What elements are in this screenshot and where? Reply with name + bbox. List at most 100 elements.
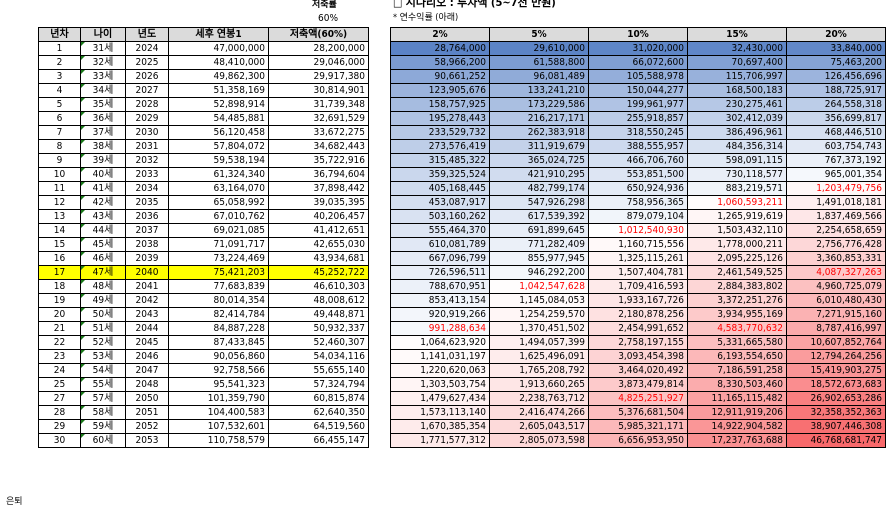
projection-row: 123,905,676 133,241,210 150,044,277 168,500… [390, 83, 886, 98]
projection-cell-1: 2,605,043,517 [489, 419, 589, 434]
left-cell-4: 62,640,350 [268, 405, 369, 420]
projection-cell-1: 1,254,259,570 [489, 307, 589, 322]
left-cell-2: 2044 [125, 321, 169, 336]
projection-cell-3: 598,091,115 [687, 153, 787, 168]
left-table-row: 24 54세 2047 92,758,566 55,655,140 [38, 363, 369, 378]
projection-cell-2: 553,851,500 [588, 167, 688, 182]
left-cell-3: 61,324,340 [168, 167, 269, 182]
left-cell-4: 33,672,275 [268, 125, 369, 140]
left-cell-4: 55,655,140 [268, 363, 369, 378]
left-cell-2: 2031 [125, 139, 169, 154]
projection-cell-2: 1,507,404,781 [588, 265, 688, 280]
left-table-row: 16 46세 2039 73,224,469 43,934,681 [38, 251, 369, 266]
left-cell-3: 75,421,203 [168, 265, 269, 280]
left-cell-0: 16 [38, 251, 81, 266]
left-cell-0: 1 [38, 41, 81, 56]
projection-cell-4: 4,087,327,263 [786, 265, 886, 280]
left-cell-1: 38세 [80, 139, 126, 154]
projection-cell-4: 18,572,673,683 [786, 377, 886, 392]
left-cell-1: 59세 [80, 419, 126, 434]
projection-cell-1: 365,024,725 [489, 153, 589, 168]
projection-row: 667,096,799 855,977,945 1,325,115,261 2,095… [390, 251, 886, 266]
rate-col-header-4: 20% [786, 27, 886, 42]
left-cell-3: 52,898,914 [168, 97, 269, 112]
projection-cell-3: 730,118,577 [687, 167, 787, 182]
projection-cell-2: 1,709,416,593 [588, 279, 688, 294]
left-cell-0: 21 [38, 321, 81, 336]
projection-cell-2: 31,020,000 [588, 41, 688, 56]
projection-cell-1: 771,282,409 [489, 237, 589, 252]
projection-cell-3: 5,331,665,580 [687, 335, 787, 350]
left-cell-2: 2036 [125, 209, 169, 224]
projection-cell-0: 123,905,676 [390, 83, 490, 98]
left-cell-4: 66,455,147 [268, 433, 369, 448]
left-table-row: 10 40세 2033 61,324,340 36,794,604 [38, 167, 369, 182]
left-cell-1: 48세 [80, 279, 126, 294]
projection-cell-4: 356,699,817 [786, 111, 886, 126]
left-cell-2: 2039 [125, 251, 169, 266]
projection-cell-1: 173,229,586 [489, 97, 589, 112]
right-header-row: 2% 5% 10% 15% 20% [390, 27, 886, 42]
left-cell-0: 7 [38, 125, 81, 140]
projection-cell-0: 503,160,262 [390, 209, 490, 224]
left-cell-2: 2034 [125, 181, 169, 196]
projection-cell-2: 5,376,681,504 [588, 405, 688, 420]
projection-row: 1,064,623,920 1,494,057,399 2,758,197,155 5… [390, 335, 886, 350]
left-cell-4: 30,814,901 [268, 83, 369, 98]
left-cell-1: 46세 [80, 251, 126, 266]
projection-cell-4: 603,754,743 [786, 139, 886, 154]
projection-cell-4: 468,446,510 [786, 125, 886, 140]
left-cell-1: 51세 [80, 321, 126, 336]
projection-row: 1,771,577,312 2,805,073,598 6,656,953,950 1… [390, 433, 886, 448]
left-col-header-2: 년도 [125, 27, 169, 42]
left-table-row: 1 31세 2024 47,000,000 28,200,000 [38, 41, 369, 56]
projection-cell-0: 788,670,951 [390, 279, 490, 294]
projection-cell-1: 2,416,474,266 [489, 405, 589, 420]
projection-cell-4: 75,463,200 [786, 55, 886, 70]
left-cell-4: 35,722,916 [268, 153, 369, 168]
left-table-row: 5 35세 2028 52,898,914 31,739,348 [38, 97, 369, 112]
left-cell-3: 71,091,717 [168, 237, 269, 252]
left-cell-0: 17 [38, 265, 81, 280]
projection-cell-0: 610,081,789 [390, 237, 490, 252]
projection-row: 58,966,200 61,588,800 66,072,600 70,697,400… [390, 55, 886, 70]
projection-cell-3: 3,372,251,276 [687, 293, 787, 308]
left-cell-0: 30 [38, 433, 81, 448]
left-cell-1: 53세 [80, 349, 126, 364]
left-table-row: 15 45세 2038 71,091,717 42,655,030 [38, 237, 369, 252]
left-cell-2: 2033 [125, 167, 169, 182]
projection-cell-4: 7,271,915,160 [786, 307, 886, 322]
left-cell-4: 49,448,871 [268, 307, 369, 322]
left-cell-4: 36,794,604 [268, 167, 369, 182]
projection-cell-0: 405,168,445 [390, 181, 490, 196]
left-cell-2: 2037 [125, 223, 169, 238]
left-cell-2: 2047 [125, 363, 169, 378]
left-cell-0: 18 [38, 279, 81, 294]
projection-cell-4: 38,907,446,308 [786, 419, 886, 434]
projection-cell-1: 1,913,660,265 [489, 377, 589, 392]
projection-cell-1: 855,977,945 [489, 251, 589, 266]
left-cell-0: 27 [38, 391, 81, 406]
projection-cell-4: 188,725,917 [786, 83, 886, 98]
projection-cell-3: 230,275,461 [687, 97, 787, 112]
projection-row: 359,325,524 421,910,295 553,851,500 730,118… [390, 167, 886, 182]
projection-cell-2: 1,012,540,930 [588, 223, 688, 238]
left-table-row: 19 49세 2042 80,014,354 48,008,612 [38, 293, 369, 308]
left-cell-0: 8 [38, 139, 81, 154]
left-cell-2: 2026 [125, 69, 169, 84]
projection-cell-0: 991,288,634 [390, 321, 490, 336]
projection-cell-2: 758,956,365 [588, 195, 688, 210]
left-cell-3: 48,410,000 [168, 55, 269, 70]
projection-cell-0: 90,661,252 [390, 69, 490, 84]
projection-row: 920,919,266 1,254,259,570 2,180,878,256 3,9… [390, 307, 886, 322]
projection-row: 315,485,322 365,024,725 466,706,760 598,091… [390, 153, 886, 168]
projection-cell-0: 1,220,620,063 [390, 363, 490, 378]
projection-cell-0: 667,096,799 [390, 251, 490, 266]
left-cell-2: 2045 [125, 335, 169, 350]
projection-cell-2: 4,825,251,927 [588, 391, 688, 406]
projection-cell-2: 199,961,977 [588, 97, 688, 112]
projection-row: 158,757,925 173,229,586 199,961,977 230,275… [390, 97, 886, 112]
projection-cell-0: 1,670,385,354 [390, 419, 490, 434]
left-cell-3: 51,358,169 [168, 83, 269, 98]
left-cell-2: 2051 [125, 405, 169, 420]
